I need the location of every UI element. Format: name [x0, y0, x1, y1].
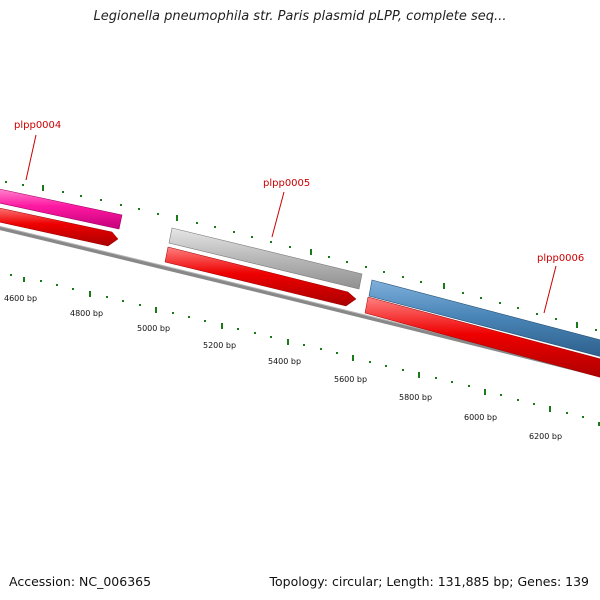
gene-label-plpp0006: plpp0006: [537, 253, 584, 264]
scale-label-4600: 4600 bp: [4, 294, 37, 303]
accession-text: Accession: NC_006365: [9, 574, 152, 589]
gene-feature-plpp0004[interactable]: [0, 187, 123, 230]
gene-label-plpp0004: plpp0004: [14, 120, 61, 131]
scale-label-5800: 5800 bp: [399, 393, 432, 402]
scale-labels: 4600 bp 4800 bp 5000 bp 5200 bp 5400 bp …: [4, 294, 562, 441]
scale-label-5400: 5400 bp: [268, 357, 301, 366]
sequence-backbone: [0, 226, 600, 378]
outer-tick-track: [5, 181, 597, 331]
topology-text: Topology: circular; Length: 131,885 bp; …: [269, 574, 590, 589]
gene-label-plpp0005: plpp0005: [263, 178, 310, 189]
gene-feature-plpp0006[interactable]: [368, 279, 600, 359]
map-title: Legionella pneumophila str. Paris plasmi…: [93, 9, 507, 24]
cds-arrow-1[interactable]: [0, 206, 119, 247]
scale-label-5600: 5600 bp: [334, 375, 367, 384]
gene-feature-plpp0005[interactable]: [168, 227, 363, 290]
scale-label-6000: 6000 bp: [464, 413, 497, 422]
scale-label-4800: 4800 bp: [70, 309, 103, 318]
gene-label-group-plpp0006[interactable]: plpp0006: [537, 253, 584, 314]
scale-label-5000: 5000 bp: [137, 324, 170, 333]
cds-arrow-2[interactable]: [164, 246, 357, 307]
scale-label-5200: 5200 bp: [203, 341, 236, 350]
gene-label-group-plpp0005[interactable]: plpp0005: [263, 178, 310, 238]
scale-label-6200: 6200 bp: [529, 432, 562, 441]
gene-label-group-plpp0004[interactable]: plpp0004: [14, 120, 61, 181]
scale-tick-track: [10, 274, 600, 426]
cds-arrow-3[interactable]: [364, 296, 600, 380]
